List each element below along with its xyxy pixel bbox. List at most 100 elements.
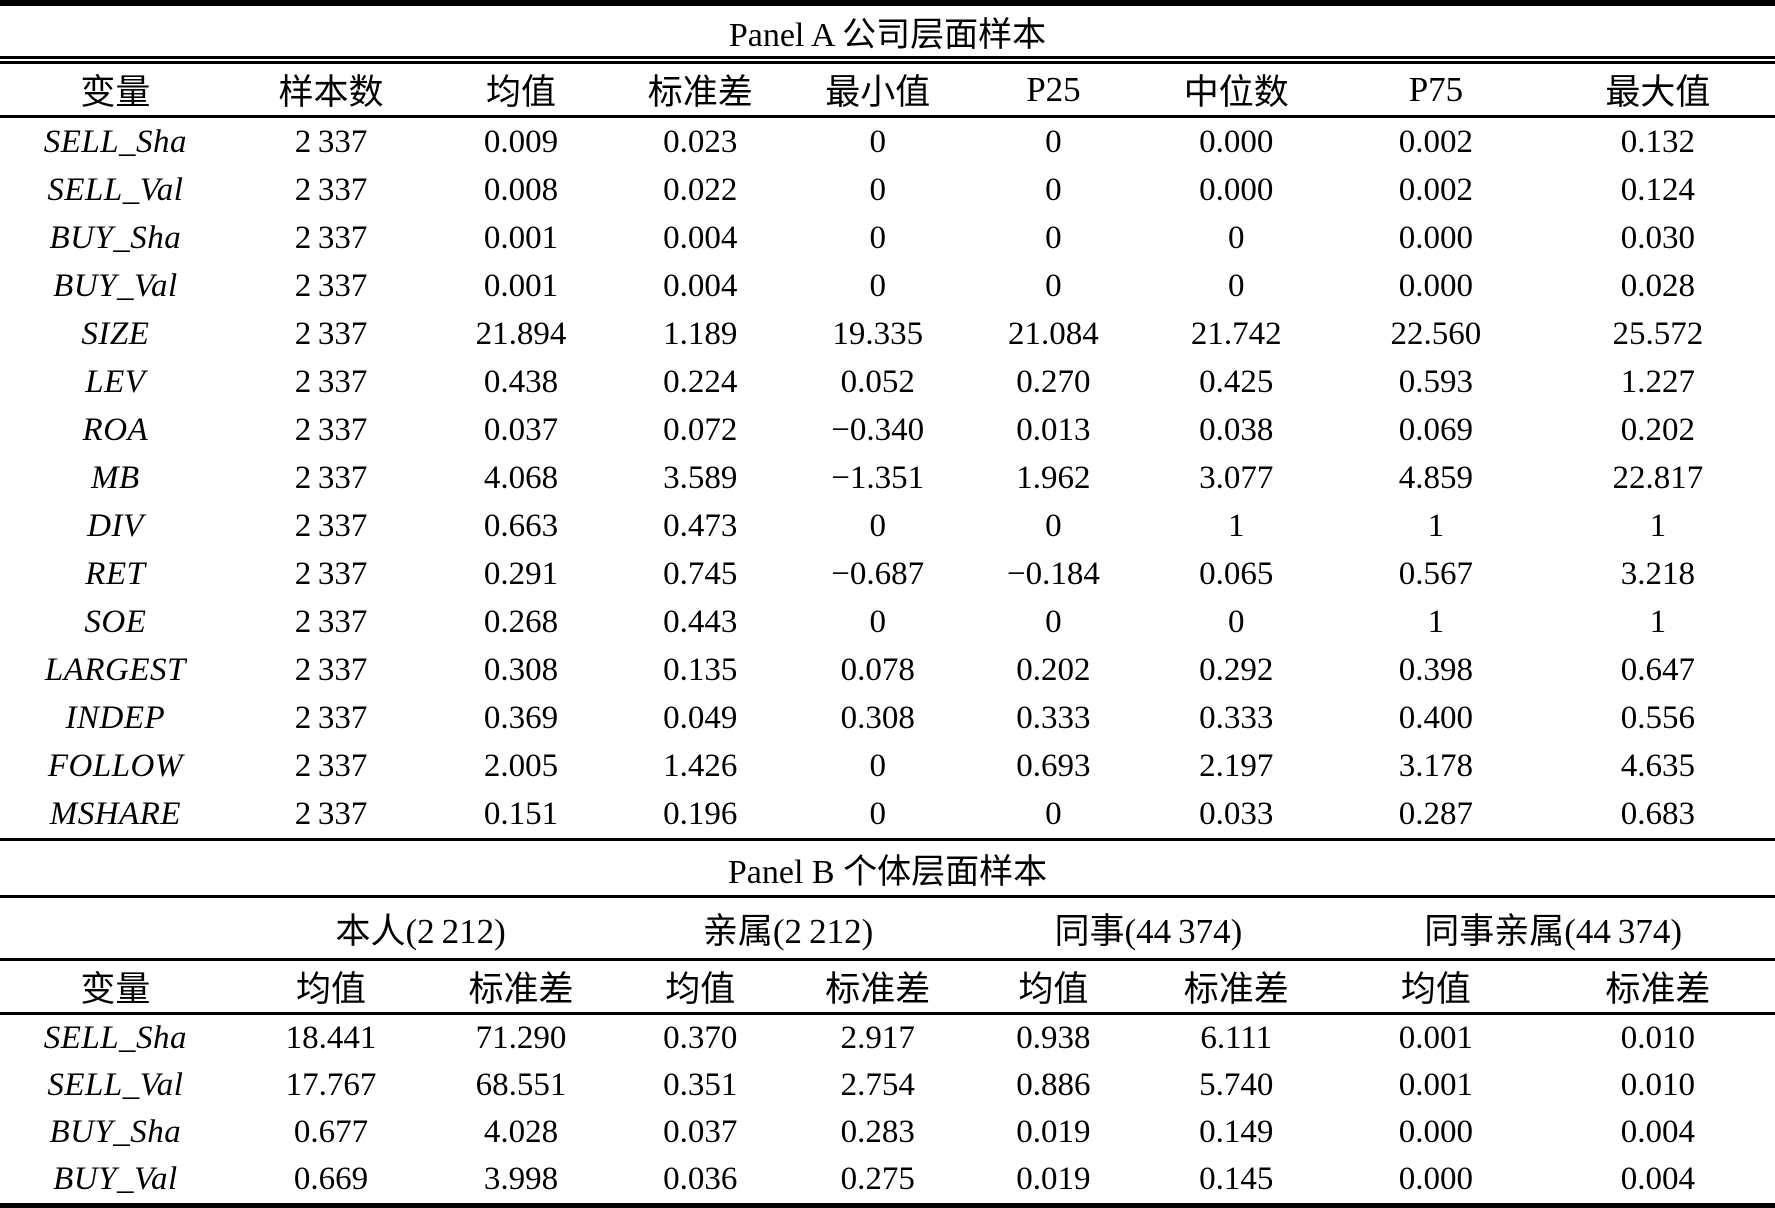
value-cell: 0.001 <box>483 219 559 256</box>
value-cell: 3.178 <box>1398 747 1474 784</box>
column-header-variable: 变量 <box>0 60 231 118</box>
value-cell: 0 <box>1045 171 1062 208</box>
variable-name: MB <box>91 459 140 496</box>
value-cell: 0.292 <box>1199 651 1274 688</box>
value-cell: 2 337 <box>294 267 368 304</box>
value-cell: 0.556 <box>1620 699 1695 736</box>
table-row: BUY_Sha 0.677 4.028 0.037 0.283 0.019 0.149 0.0… <box>0 1109 1775 1156</box>
value-cell: 0.078 <box>840 651 915 688</box>
value-cell: 0.033 <box>1199 795 1274 832</box>
value-cell: 0.008 <box>483 171 559 208</box>
variable-name: FOLLOW <box>47 747 183 784</box>
value-cell: 0.270 <box>1016 363 1091 400</box>
value-cell: 1.962 <box>1016 459 1091 496</box>
value-cell: 0.268 <box>483 603 559 640</box>
value-cell: 0.000 <box>1398 267 1474 304</box>
value-cell: 0 <box>1045 267 1062 304</box>
value-cell: 0.663 <box>483 507 559 544</box>
value-cell: 2.917 <box>840 1020 915 1056</box>
value-cell: 0.037 <box>483 411 559 448</box>
panel-a-title-row: Panel A 公司层面样本 <box>0 3 1775 64</box>
value-cell: 2 337 <box>294 747 368 784</box>
value-cell: 0 <box>869 219 886 256</box>
variable-name: LEV <box>85 363 146 400</box>
variable-name: ROA <box>82 411 149 448</box>
table-row: MB 2 337 4.068 3.589 −1.351 1.962 3.077 4.859 22… <box>0 454 1775 502</box>
value-cell: 0.308 <box>840 699 915 736</box>
value-cell: 0.037 <box>663 1114 738 1150</box>
value-cell: 0 <box>869 171 886 208</box>
value-cell: 0.202 <box>1620 411 1695 448</box>
value-cell: 68.551 <box>475 1067 567 1103</box>
variable-name: SOE <box>84 603 147 640</box>
value-cell: 0.069 <box>1398 411 1474 448</box>
value-cell: −1.351 <box>831 459 925 496</box>
value-cell: 0.333 <box>1199 699 1274 736</box>
table-row: SOE 2 337 0.268 0.443 0 0 0 1 1 <box>0 598 1775 646</box>
value-cell: 2 337 <box>294 315 368 352</box>
variable-name: RET <box>85 555 146 592</box>
table-row: SELL_Sha 18.441 71.290 0.370 2.917 0.938 6.111… <box>0 1014 1775 1063</box>
value-cell: 0.010 <box>1620 1020 1695 1056</box>
value-cell: 0.333 <box>1016 699 1091 736</box>
value-cell: 4.068 <box>483 459 559 496</box>
value-cell: 0.669 <box>293 1161 369 1197</box>
value-cell: 0.000 <box>1199 123 1274 160</box>
table-row: SELL_Val 17.767 68.551 0.351 2.754 0.886 5.740… <box>0 1062 1775 1109</box>
column-header-median: 中位数 <box>1141 60 1332 118</box>
value-cell: 2.005 <box>483 747 559 784</box>
value-cell: 1 <box>1649 507 1667 544</box>
value-cell: −0.687 <box>831 555 925 592</box>
value-cell: 0.000 <box>1199 171 1274 208</box>
column-header-n: 样本数 <box>230 60 432 118</box>
value-cell: 0.049 <box>663 699 738 736</box>
value-cell: 0 <box>1045 219 1062 256</box>
variable-name: MSHARE <box>49 795 182 832</box>
value-cell: 0.683 <box>1620 795 1695 832</box>
value-cell: 0 <box>869 795 886 832</box>
column-header-sd: 标准差 <box>789 959 966 1015</box>
value-cell: 0.019 <box>1016 1114 1091 1150</box>
value-cell: 2 337 <box>294 507 368 544</box>
panel-b-data-rows: SELL_Sha 18.441 71.290 0.370 2.917 0.938 6.111… <box>0 1014 1775 1207</box>
column-header-min: 最小值 <box>789 60 966 118</box>
value-cell: 0.151 <box>483 795 559 832</box>
value-cell: 4.859 <box>1398 459 1474 496</box>
variable-name: BUY_Sha <box>49 1114 182 1150</box>
value-cell: 0 <box>869 507 886 544</box>
value-cell: 0.886 <box>1016 1067 1091 1103</box>
value-cell: 0.000 <box>1398 219 1474 256</box>
value-cell: 2 337 <box>294 411 368 448</box>
value-cell: 0.124 <box>1620 171 1695 208</box>
value-cell: 2 337 <box>294 219 368 256</box>
value-cell: 0 <box>1227 219 1245 256</box>
group-header-self: 本人(2 212) <box>230 896 611 961</box>
table-row: LARGEST 2 337 0.308 0.135 0.078 0.202 0.292 0.3… <box>0 646 1775 694</box>
column-header-mean: 均值 <box>1331 959 1541 1015</box>
group-header-colleague-relatives: 同事亲属(44 374) <box>1331 896 1775 961</box>
value-cell: 0.004 <box>663 219 738 256</box>
value-cell: 1 <box>1427 507 1445 544</box>
table-row: SIZE 2 337 21.894 1.189 19.335 21.084 21.742 22… <box>0 310 1775 358</box>
value-cell: 0.693 <box>1016 747 1091 784</box>
value-cell: 0.291 <box>483 555 559 592</box>
value-cell: 0.036 <box>663 1161 738 1197</box>
table-row: BUY_Val 2 337 0.001 0.004 0 0 0 0.000 0.028 <box>0 262 1775 310</box>
value-cell: 0.004 <box>663 267 738 304</box>
value-cell: 1.227 <box>1620 363 1695 400</box>
value-cell: 3.998 <box>483 1161 559 1197</box>
column-header-sd: 标准差 <box>1141 959 1332 1015</box>
table-row: LEV 2 337 0.438 0.224 0.052 0.270 0.425 0.593 1.… <box>0 358 1775 406</box>
value-cell: −0.340 <box>831 411 925 448</box>
table-row: SELL_Val 2 337 0.008 0.022 0 0 0.000 0.002 0.124 <box>0 166 1775 214</box>
value-cell: 2 337 <box>294 555 368 592</box>
value-cell: 0.202 <box>1016 651 1091 688</box>
value-cell: 22.817 <box>1612 459 1704 496</box>
value-cell: 1 <box>1227 507 1245 544</box>
column-header-mean: 均值 <box>610 959 790 1015</box>
panel-a-data-rows: SELL_Sha 2 337 0.009 0.023 0 0 0.000 0.002 0.132… <box>0 117 1775 840</box>
variable-name: LARGEST <box>44 651 186 688</box>
value-cell: 0.013 <box>1016 411 1091 448</box>
value-cell: 0.473 <box>663 507 738 544</box>
